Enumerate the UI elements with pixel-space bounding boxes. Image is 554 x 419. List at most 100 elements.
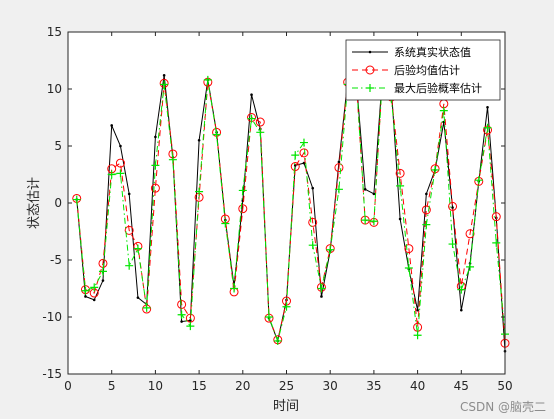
circle-marker — [491, 212, 501, 222]
x-tick-label: 0 — [64, 379, 72, 393]
plus-marker — [142, 303, 151, 312]
circle-marker — [365, 65, 375, 75]
plus-marker — [72, 195, 81, 204]
x-tick-label: 15 — [191, 379, 206, 393]
legend-label: 系统真实状态值 — [394, 45, 471, 59]
plus-marker — [326, 245, 335, 254]
point-marker — [92, 298, 96, 302]
y-tick-label: 5 — [54, 139, 62, 153]
x-tick-label: 20 — [235, 379, 250, 393]
circle-marker — [255, 117, 265, 127]
plus-marker — [291, 151, 300, 160]
series-2 — [72, 68, 510, 348]
series-line — [76, 74, 506, 343]
y-tick-label: 15 — [47, 25, 62, 39]
point-marker — [136, 296, 140, 299]
plus-marker — [116, 169, 125, 178]
point-marker — [363, 188, 367, 191]
x-tick-label: 30 — [323, 379, 338, 393]
plus-marker — [238, 186, 247, 195]
x-tick-label: 45 — [454, 379, 469, 393]
circle-marker — [238, 204, 248, 214]
plus-marker — [256, 128, 265, 137]
legend-item: 最大后验概率估计 — [352, 81, 482, 95]
legend-box — [345, 39, 501, 101]
plus-marker — [308, 241, 317, 250]
x-tick-label: 40 — [410, 379, 425, 393]
point-marker — [197, 139, 201, 142]
y-axis-title: 状态估计 — [27, 177, 42, 229]
point-marker — [398, 217, 402, 221]
plus-marker — [404, 263, 413, 272]
x-tick-label: 10 — [148, 379, 163, 393]
plus-marker — [317, 284, 326, 293]
plus-marker — [177, 310, 186, 319]
plus-marker — [81, 286, 90, 295]
y-tick-label: 0 — [54, 196, 62, 210]
x-axis-title: 时间 — [273, 399, 299, 414]
plus-marker — [396, 181, 405, 190]
circle-marker — [299, 148, 309, 158]
y-tick-label: -10 — [42, 310, 62, 324]
circle-marker — [290, 162, 300, 172]
plus-marker — [133, 244, 142, 253]
plus-marker — [457, 285, 466, 294]
point-marker — [127, 192, 131, 196]
point-marker — [302, 161, 306, 165]
point-marker — [416, 308, 419, 312]
plus-marker — [299, 138, 308, 147]
circle-marker — [465, 229, 475, 239]
plus-marker — [466, 262, 475, 271]
circle-marker — [115, 158, 125, 168]
plus-marker — [90, 283, 99, 292]
point-marker — [451, 206, 454, 209]
series-layer — [72, 68, 510, 353]
point-marker — [337, 160, 341, 164]
point-marker — [425, 192, 428, 196]
plus-marker — [247, 114, 256, 123]
legend-label: 最大后验概率估计 — [394, 81, 482, 95]
point-marker — [162, 74, 166, 77]
circle-marker — [124, 225, 134, 235]
point-marker — [119, 144, 122, 148]
circle-marker — [395, 168, 405, 178]
plus-marker — [151, 161, 160, 170]
y-tick-label: -5 — [50, 253, 62, 267]
point-marker — [486, 105, 489, 109]
circle-marker — [448, 201, 458, 211]
point-marker — [311, 186, 315, 190]
point-marker — [180, 320, 183, 323]
plus-marker — [361, 216, 370, 225]
point-marker — [460, 308, 463, 312]
plus-marker — [186, 322, 195, 331]
plus-marker — [369, 217, 378, 226]
legend-label: 后验均值估计 — [394, 63, 460, 77]
plus-marker — [203, 75, 212, 84]
point-marker — [368, 50, 372, 54]
plus-marker — [221, 219, 230, 228]
circle-marker — [404, 244, 414, 254]
point-marker — [320, 295, 323, 298]
plus-marker — [282, 302, 291, 311]
circle-marker — [308, 217, 318, 227]
plus-marker — [125, 261, 134, 270]
series-line — [76, 72, 506, 344]
point-marker — [110, 124, 113, 127]
plus-marker — [483, 123, 492, 132]
x-tick-label: 50 — [497, 379, 512, 393]
plus-marker — [439, 106, 448, 115]
plus-marker — [273, 336, 282, 345]
plus-marker — [448, 240, 457, 249]
plus-marker — [98, 267, 107, 276]
plus-marker — [195, 187, 204, 196]
plus-marker — [422, 220, 431, 229]
circle-marker — [150, 183, 160, 193]
x-tick-label: 35 — [366, 379, 381, 393]
plus-marker — [230, 284, 239, 293]
plus-marker — [168, 155, 177, 164]
x-tick-label: 25 — [279, 379, 294, 393]
plus-marker — [334, 185, 343, 194]
